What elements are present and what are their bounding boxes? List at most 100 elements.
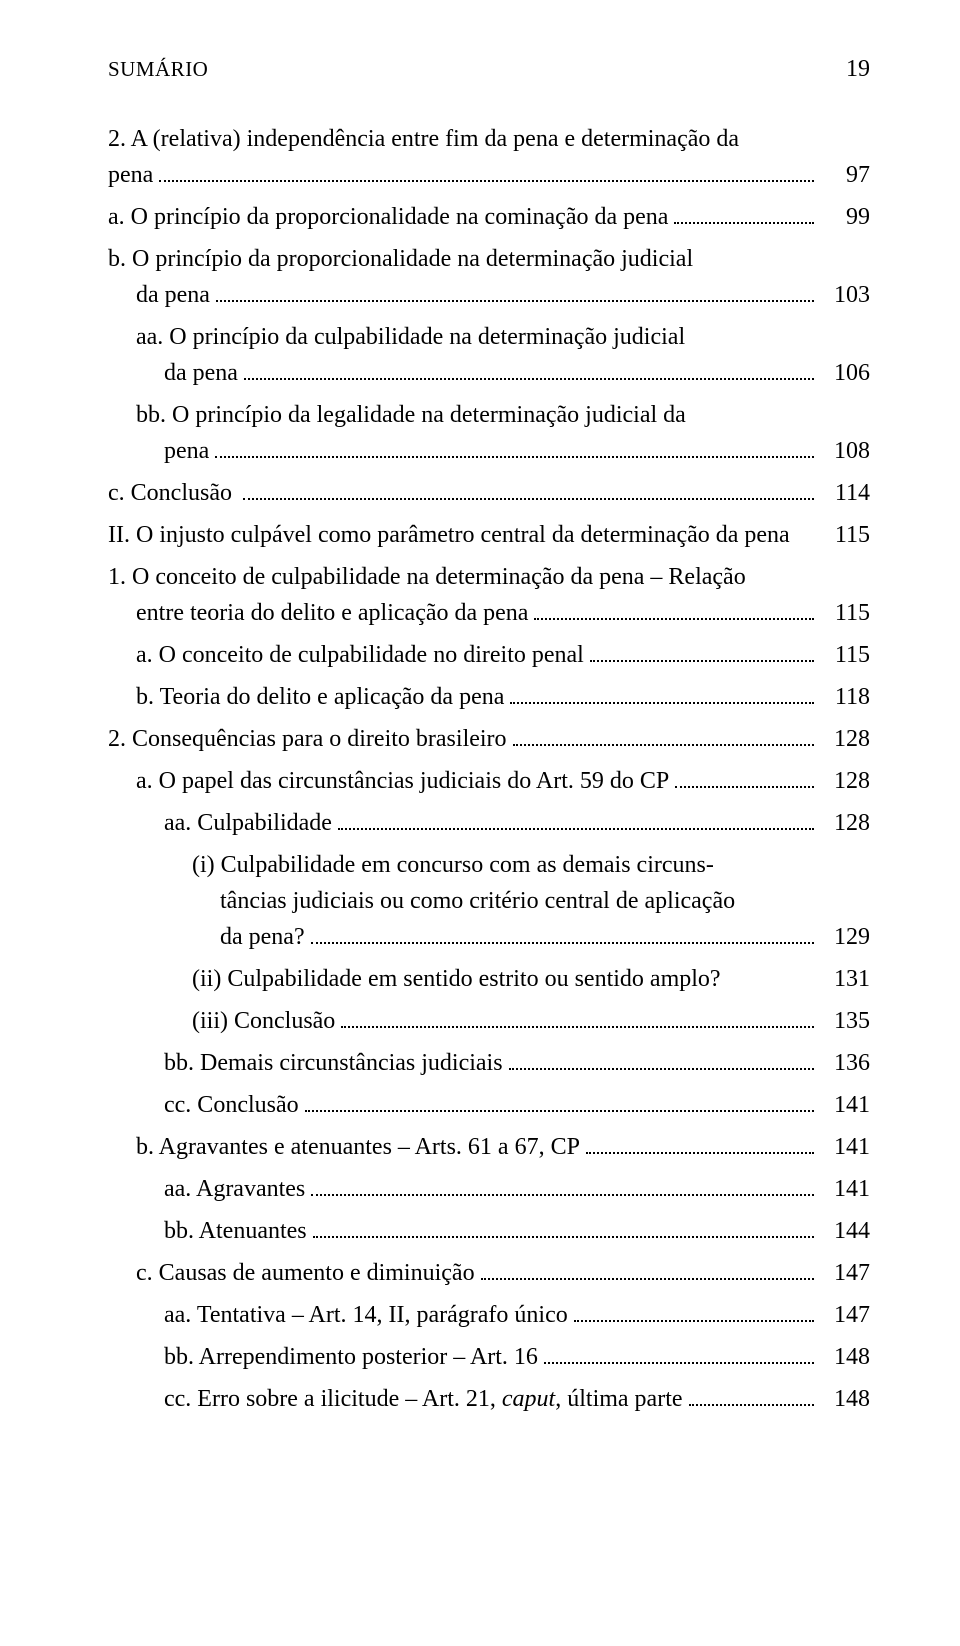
toc-entry-text: bb. Atenuantes (192, 1213, 307, 1249)
toc-entry-page: 103 (820, 277, 870, 313)
toc-entry-page: 135 (820, 1003, 870, 1039)
toc-entry-text: bb. Demais circunstâncias judiciais (192, 1045, 503, 1081)
running-head: SUMÁRIO (108, 57, 208, 82)
toc-entry: (iii) Conclusão 135 (108, 1003, 870, 1039)
toc-entry-text: c. Causas de aumento e diminuição (164, 1255, 475, 1291)
toc-entry-page: 141 (820, 1171, 870, 1207)
toc-entry-page: 128 (820, 721, 870, 757)
page-header: SUMÁRIO 19 (108, 56, 870, 83)
toc-entry-text: cc. Erro sobre a ilicitude – Art. 21, ca… (192, 1381, 683, 1417)
toc-entry-text: (iii) Conclusão (220, 1003, 335, 1039)
dot-leader (689, 1384, 814, 1406)
toc-entry-page: 97 (820, 157, 870, 193)
dot-leader (674, 202, 814, 224)
toc-entry: a. O conceito de culpabilidade no direit… (108, 637, 870, 673)
toc-entry: aa. Agravantes 141 (108, 1171, 870, 1207)
toc-entry-text: (i) Culpabilidade em concurso com as dem… (220, 847, 714, 883)
dot-leader (534, 598, 814, 620)
toc-entry-text: b. O princípio da proporcionalidade na d… (136, 241, 693, 277)
dot-leader (216, 280, 814, 302)
dot-leader (510, 682, 814, 704)
toc-entry: b. Teoria do delito e aplicação da pena 1… (108, 679, 870, 715)
dot-leader (481, 1258, 814, 1280)
dot-leader (311, 1174, 814, 1196)
toc-entry: cc. Conclusão 141 (108, 1087, 870, 1123)
toc-entry-page: 148 (820, 1339, 870, 1375)
toc-entry-text: 2. A (relativa) independência entre fim … (108, 121, 739, 157)
toc-entry-text: da pena (164, 355, 238, 391)
dot-leader (341, 1006, 814, 1028)
toc-entry-text: bb. Arrependimento posterior – Art. 16 (192, 1339, 538, 1375)
toc-entry-text: tâncias judiciais ou como critério centr… (220, 883, 735, 919)
toc-entry-page: 108 (820, 433, 870, 469)
toc-entry-text: cc. Conclusão (192, 1087, 299, 1123)
toc-entry: b. O princípio da proporcionalidade na d… (108, 241, 870, 313)
dot-leader (544, 1342, 814, 1364)
toc-entry: 1. O conceito de culpabilidade na determ… (108, 559, 870, 631)
toc-entry-text: pena (108, 157, 153, 193)
toc-entry: b. Agravantes e atenuantes – Arts. 61 a … (108, 1129, 870, 1165)
toc-entry-text: (ii) Culpabilidade em sentido estrito ou… (220, 961, 721, 997)
toc-entry-page: 148 (820, 1381, 870, 1417)
toc-entry-page: 147 (820, 1255, 870, 1291)
toc-entry-text: da pena (136, 277, 210, 313)
toc-entry: aa. Tentativa – Art. 14, II, parágrafo ú… (108, 1297, 870, 1333)
dot-leader (675, 766, 814, 788)
dot-leader (244, 358, 814, 380)
dot-leader (513, 724, 814, 746)
toc-entry-page: 141 (820, 1129, 870, 1165)
toc-entry-text: da pena? (220, 919, 305, 955)
page-number: 19 (846, 56, 870, 83)
toc-entry-text: pena (164, 433, 209, 469)
dot-leader (159, 160, 814, 182)
toc-entry-text: aa. Tentativa – Art. 14, II, parágrafo ú… (192, 1297, 568, 1333)
toc-entry-text: 1. O conceito de culpabilidade na determ… (136, 559, 746, 595)
toc-entry-page: 141 (820, 1087, 870, 1123)
toc-entry-page: 128 (820, 763, 870, 799)
toc-entry: II. O injusto culpável como parâmetro ce… (108, 517, 870, 553)
toc-entry-text: b. Agravantes e atenuantes – Arts. 61 a … (164, 1129, 580, 1165)
toc-entry-text: 2. Consequências para o direito brasilei… (136, 721, 507, 757)
toc-entry-text: aa. Culpabilidade (192, 805, 332, 841)
toc-entry-page: 106 (820, 355, 870, 391)
toc-entry: (ii) Culpabilidade em sentido estrito ou… (108, 961, 870, 997)
toc-entry-page: 118 (820, 679, 870, 715)
toc-entry-page: 147 (820, 1297, 870, 1333)
toc-entry: 2. A (relativa) independência entre fim … (108, 121, 870, 193)
toc-entry: bb. Atenuantes144 (108, 1213, 870, 1249)
dot-leader (305, 1090, 814, 1112)
toc-entry-text: c. Conclusão (136, 475, 237, 511)
dot-leader (574, 1300, 814, 1322)
toc-entry-page: 115 (820, 517, 870, 553)
toc-entry: bb. Arrependimento posterior – Art. 16 14… (108, 1339, 870, 1375)
dot-leader (215, 436, 814, 458)
toc-entry-page: 114 (820, 475, 870, 511)
dot-leader (311, 922, 814, 944)
dot-leader (313, 1216, 814, 1238)
toc-entry: bb. Demais circunstâncias judiciais 136 (108, 1045, 870, 1081)
toc-entry-page: 115 (820, 637, 870, 673)
dot-leader (243, 478, 814, 500)
toc-entry-page: 115 (820, 595, 870, 631)
toc-entry: a. O papel das circunstâncias judiciais … (108, 763, 870, 799)
toc-entry-page: 136 (820, 1045, 870, 1081)
toc-entry: aa. Culpabilidade 128 (108, 805, 870, 841)
toc-entry-text: entre teoria do delito e aplicação da pe… (136, 595, 528, 631)
toc-entry-text: a. O papel das circunstâncias judiciais … (164, 763, 669, 799)
toc-entry-page: 131 (820, 961, 870, 997)
toc-entry-text: bb. O princípio da legalidade na determi… (164, 397, 686, 433)
toc-entry-text: a. O conceito de culpabilidade no direit… (164, 637, 584, 673)
toc-entry-text: b. Teoria do delito e aplicação da pena (164, 679, 504, 715)
toc-entry: 2. Consequências para o direito brasilei… (108, 721, 870, 757)
toc-entry: c. Causas de aumento e diminuição 147 (108, 1255, 870, 1291)
toc-entry-page: 128 (820, 805, 870, 841)
dot-leader (338, 808, 814, 830)
dot-leader (586, 1132, 814, 1154)
toc-entry-text: II. O injusto culpável como parâmetro ce… (108, 517, 790, 553)
toc-entry: aa. O princípio da culpabilidade na dete… (108, 319, 870, 391)
toc-entry-text: aa. Agravantes (192, 1171, 305, 1207)
toc-entry: (i) Culpabilidade em concurso com as dem… (108, 847, 870, 955)
toc-entry: bb. O princípio da legalidade na determi… (108, 397, 870, 469)
toc-entry-page: 129 (820, 919, 870, 955)
dot-leader (590, 640, 814, 662)
